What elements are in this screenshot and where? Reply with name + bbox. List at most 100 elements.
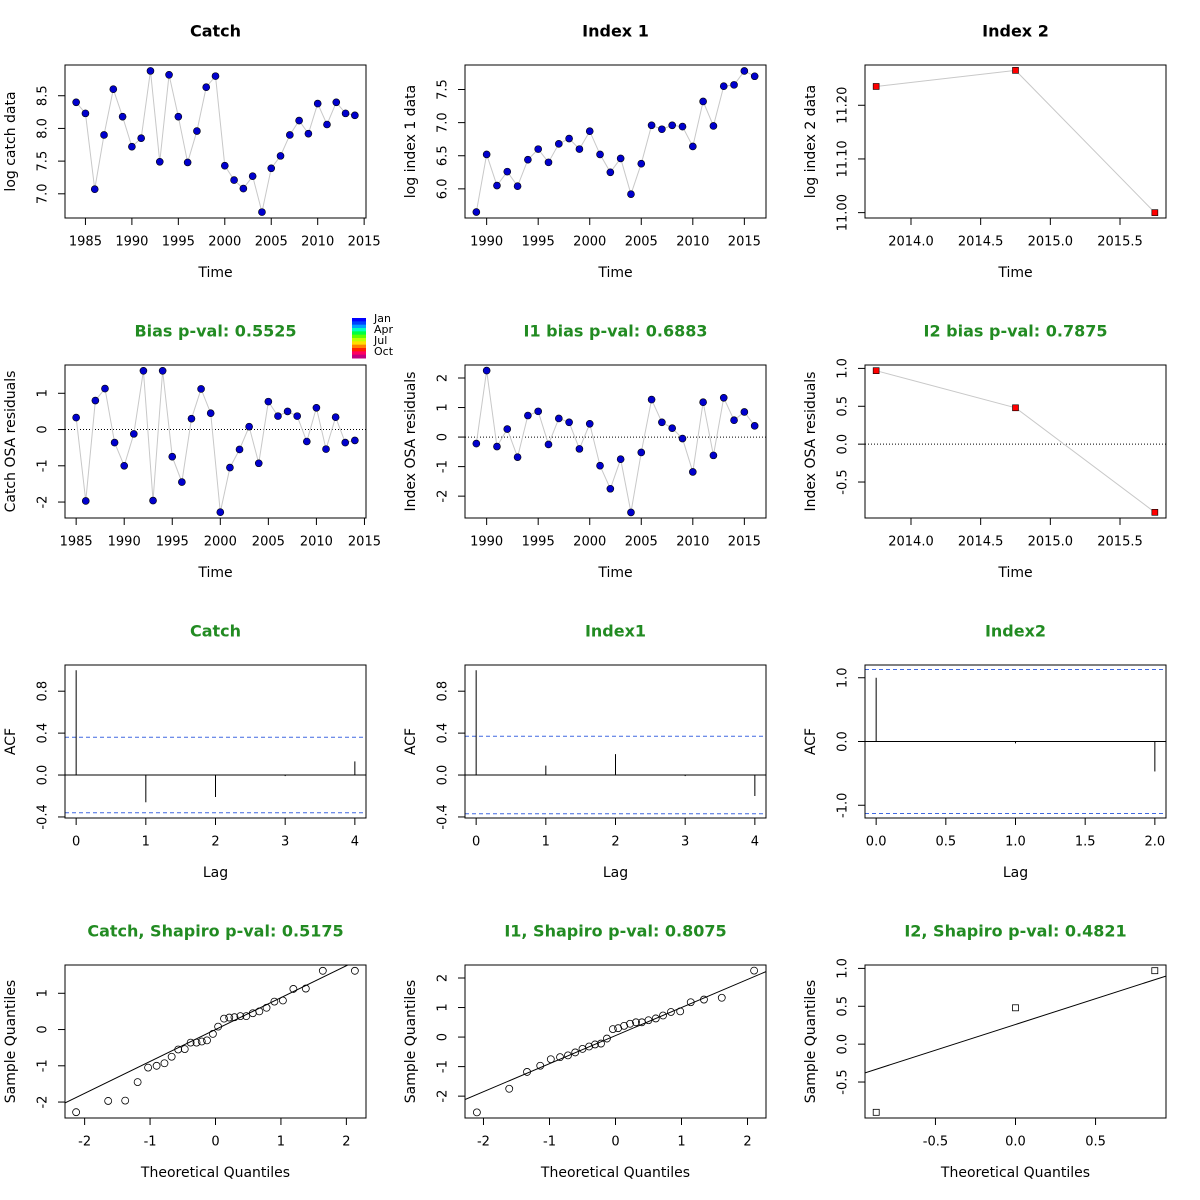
point [146,67,155,75]
x-tick-label: 2015 [728,235,761,250]
x-tick-label: 2015.5 [1097,235,1143,250]
x-tick-label: 0 [472,835,480,850]
x-tick-label: 1.0 [1005,835,1026,850]
point [647,121,656,130]
point [120,461,129,470]
point [472,208,481,216]
point [644,1016,653,1025]
point [322,445,330,453]
x-tick-label: 1995 [162,235,195,250]
panel: Index2 Lag ACF 0.0 0.5 1.0 1.5 2.0 -1.0 0.0 1.0 [803,622,1167,881]
point [658,125,666,134]
x-tick-label: 2015 [728,535,761,550]
point [165,71,173,79]
point [596,461,604,470]
y-axis-label: Catch OSA residuals [3,371,19,513]
point [110,438,119,447]
point [158,367,167,375]
x-tick-label: 0.0 [1005,1135,1026,1150]
point [565,134,573,143]
x-tick-label: 1995 [156,535,189,550]
y-tick-label: 7.5 [436,79,451,100]
y-tick-label: 0 [436,1033,451,1041]
point [226,463,234,472]
point [121,1096,130,1105]
plot-frame [64,64,367,219]
point [178,478,186,486]
point [168,452,177,461]
x-axis-label: Time [997,565,1032,581]
point [750,72,759,81]
point [616,455,625,464]
panel-title: Index1 [585,622,646,641]
point [72,98,80,107]
point [72,1108,81,1117]
point [699,97,707,106]
panel: I1 bias p-val: 0.6883 Time Index OSA resid… [403,322,767,581]
point [575,145,584,153]
y-axis-label: ACF [3,728,19,755]
plot-area [465,971,766,1101]
y-tick-label: -1 [436,1060,451,1073]
point [130,430,138,438]
x-tick-label: 1 [677,1135,685,1150]
x-tick-label: 2005 [252,535,285,550]
plot-area [865,668,1166,815]
x-axis-label: Time [197,565,232,581]
x-tick-label: 2014.5 [958,235,1004,250]
x-tick-label: 2010 [676,535,709,550]
point [555,140,563,148]
legend-swatch [352,344,366,349]
x-axis-label: Time [597,565,632,581]
legend-swatch [352,338,366,342]
point [211,72,220,80]
point [301,984,310,993]
y-axis-label: log index 2 data [803,85,819,198]
plot-frame [64,364,367,519]
point [872,367,880,374]
x-tick-label: 2005 [255,235,288,250]
point [606,168,615,177]
panel: I1, Shapiro p-val: 0.8075 Theoretical Qua… [403,922,767,1181]
plot-area [475,70,755,213]
y-tick-label: 1.0 [836,358,851,379]
x-tick-label: 2000 [573,235,606,250]
y-tick-label: 1 [36,989,51,997]
point [626,1019,634,1028]
x-axis-label: Theoretical Quantiles [940,1165,1090,1181]
y-tick-label: -2 [436,1090,451,1103]
point [139,367,148,375]
x-tick-label: 1995 [522,235,555,250]
y-tick-label: 2 [436,974,451,982]
x-tick-label: 0 [211,1135,219,1150]
plot-area [65,670,366,814]
y-tick-label: 11.10 [836,140,851,177]
x-tick-label: 1990 [470,535,503,550]
y-tick-label: 8.0 [36,118,51,139]
point [174,112,183,121]
plot-frame [864,64,1167,219]
point [603,1034,611,1043]
legend-swatch [352,321,366,326]
series-line [475,370,756,513]
x-tick-label: 2015.0 [1028,235,1074,250]
point [239,184,248,193]
point [472,1108,481,1117]
plot-frame [464,64,767,219]
point [575,445,584,453]
x-tick-label: 1 [277,1135,285,1150]
point [637,159,646,168]
point [91,396,100,405]
x-tick-label: 2005 [625,535,658,550]
x-tick-label: 2014.5 [958,535,1004,550]
y-axis-label: Sample Quantiles [803,980,819,1103]
legend-swatch [352,331,366,336]
point [242,1012,251,1021]
point [197,385,205,393]
y-tick-label: 8.5 [36,85,51,106]
series-line [475,70,755,213]
point [230,1013,239,1022]
point [503,425,512,433]
point [534,145,542,153]
point [304,129,313,138]
